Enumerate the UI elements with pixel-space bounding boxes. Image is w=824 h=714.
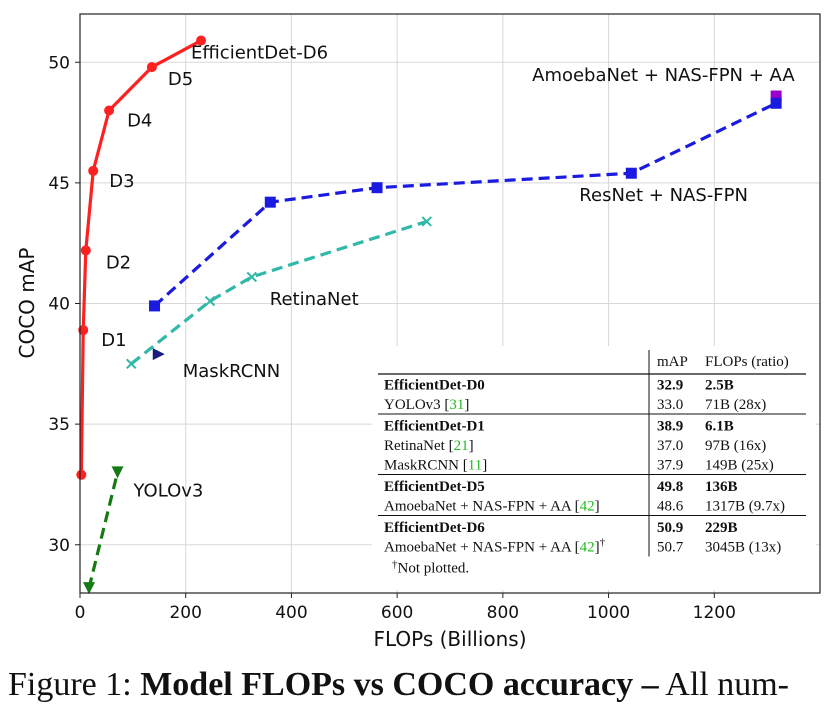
table-map-cell: 50.9 [657, 520, 683, 536]
x-tick-label: 1000 [587, 603, 630, 623]
table-flops-cell: 97B (16x) [705, 438, 766, 454]
point-label: D3 [109, 171, 134, 192]
table-map-cell: 49.8 [657, 479, 683, 495]
data-point [78, 325, 89, 336]
point-label: MaskRCNN [183, 361, 280, 382]
point-label: EfficientDet-D6 [191, 43, 328, 64]
table-model-cell: RetinaNet [21] [384, 438, 474, 454]
x-tick-label: 800 [487, 603, 519, 623]
x-axis-label: FLOPs (Billions) [373, 627, 526, 651]
data-point [82, 582, 95, 595]
table-flops-cell: 149B (25x) [705, 458, 774, 474]
table-header-flops: FLOPs (ratio) [705, 354, 789, 370]
figure-caption: Figure 1: Model FLOPs vs COCO accuracy –… [8, 666, 824, 704]
point-label: D4 [127, 111, 152, 132]
point-label: D2 [106, 252, 131, 273]
data-point [246, 271, 257, 283]
plot-frame [79, 13, 821, 594]
table-background [372, 346, 816, 590]
table-model-cell: EfficientDet-D0 [384, 378, 485, 394]
table-map-cell: 32.9 [657, 378, 683, 394]
series-resnet-nas-fpn [149, 97, 782, 312]
data-point [421, 216, 432, 227]
point-label: RetinaNet [270, 289, 359, 310]
data-point [152, 348, 165, 361]
data-point [625, 167, 637, 179]
x-tick-label: 1200 [693, 603, 736, 623]
x-tick-label: 0 [75, 603, 86, 623]
table-map-cell: 37.0 [657, 438, 683, 454]
data-point [770, 97, 782, 109]
series-line [130, 219, 428, 366]
data-point [149, 300, 161, 312]
series-group [76, 35, 782, 595]
table-model-cell: EfficientDet-D1 [384, 419, 485, 435]
annotations: D1 D2 D3 D4 D5 EfficientDet-D6 AmoebaNet + NAS… [101, 43, 795, 502]
table-model-cell: EfficientDet-D5 [384, 479, 485, 495]
data-point [126, 358, 137, 370]
series-retinanet [126, 216, 432, 370]
table-flops-cell: 6.1B [705, 419, 734, 435]
inset-table: mAP FLOPs (ratio) EfficientDet-D0 32.9 2.5B Y… [372, 346, 816, 590]
table-flops-cell: 71B (28x) [705, 397, 766, 413]
table-header-map: mAP [657, 354, 688, 370]
y-tick-label: 35 [48, 415, 70, 435]
table-map-cell: 48.6 [657, 499, 684, 515]
series-yolov3 [82, 466, 124, 595]
ticks: 0 200 400 600 800 1000 1200 30 35 40 45 50 [48, 53, 736, 623]
y-tick-label: 45 [48, 174, 70, 194]
data-point [264, 196, 276, 208]
table-flops-cell: 2.5B [705, 378, 734, 394]
table-model-cell: MaskRCNN [11] [384, 458, 487, 474]
caption-prefix: Figure 1: [8, 666, 141, 703]
point-label: ResNet + NAS-FPN [579, 185, 748, 206]
x-tick-label: 400 [275, 603, 307, 623]
table-flops-cell: 229B [705, 520, 738, 536]
chart: 0 200 400 600 800 1000 1200 30 35 40 45 50 D1 D2 D3 D4… [15, 13, 821, 651]
data-point [770, 90, 782, 102]
table-map-cell: 38.9 [657, 419, 683, 435]
table-map-cell: 37.9 [657, 458, 683, 474]
series-line [87, 471, 120, 589]
table-model-cell: YOLOv3 [31] [384, 397, 469, 413]
y-tick-label: 50 [48, 53, 70, 73]
data-point [371, 182, 383, 194]
y-axis-label: COCO mAP [15, 248, 39, 359]
x-tick-label: 200 [169, 603, 201, 623]
data-point [196, 35, 207, 46]
table-map-cell: 50.7 [657, 540, 684, 556]
series-efficientdet [76, 35, 207, 480]
data-point [104, 105, 115, 116]
data-point [88, 165, 99, 176]
data-point [80, 245, 91, 256]
data-point [76, 469, 87, 480]
point-label: AmoebaNet + NAS-FPN + AA [532, 65, 795, 86]
point-label: D1 [101, 330, 126, 351]
caption-bold: Model FLOPs vs COCO accuracy – [140, 666, 659, 703]
table-model-cell: AmoebaNet + NAS-FPN + AA [42] [384, 499, 600, 515]
point-label: YOLOv3 [133, 480, 204, 501]
table-flops-cell: 1317B (9.7x) [705, 499, 785, 515]
y-tick-label: 40 [48, 295, 70, 315]
caption-rest: All num- [658, 666, 789, 703]
table-model-cell: AmoebaNet + NAS-FPN + AA [42]† [384, 537, 606, 556]
y-tick-label: 30 [48, 536, 70, 556]
x-tick-label: 600 [381, 603, 413, 623]
table-flops-cell: 3045B (13x) [705, 540, 781, 556]
data-point [204, 295, 216, 307]
series-maskrcnn [152, 348, 165, 361]
table-model-cell: EfficientDet-D6 [384, 520, 485, 536]
table-flops-cell: 136B [705, 479, 738, 495]
point-label: D5 [168, 69, 193, 90]
table-map-cell: 33.0 [657, 397, 683, 413]
table-footnote: †Not plotted. [392, 559, 469, 577]
data-point [111, 466, 124, 479]
grid [79, 14, 820, 593]
data-point [146, 62, 157, 73]
series-amoebanet-nas-fpn-aa [770, 90, 782, 102]
